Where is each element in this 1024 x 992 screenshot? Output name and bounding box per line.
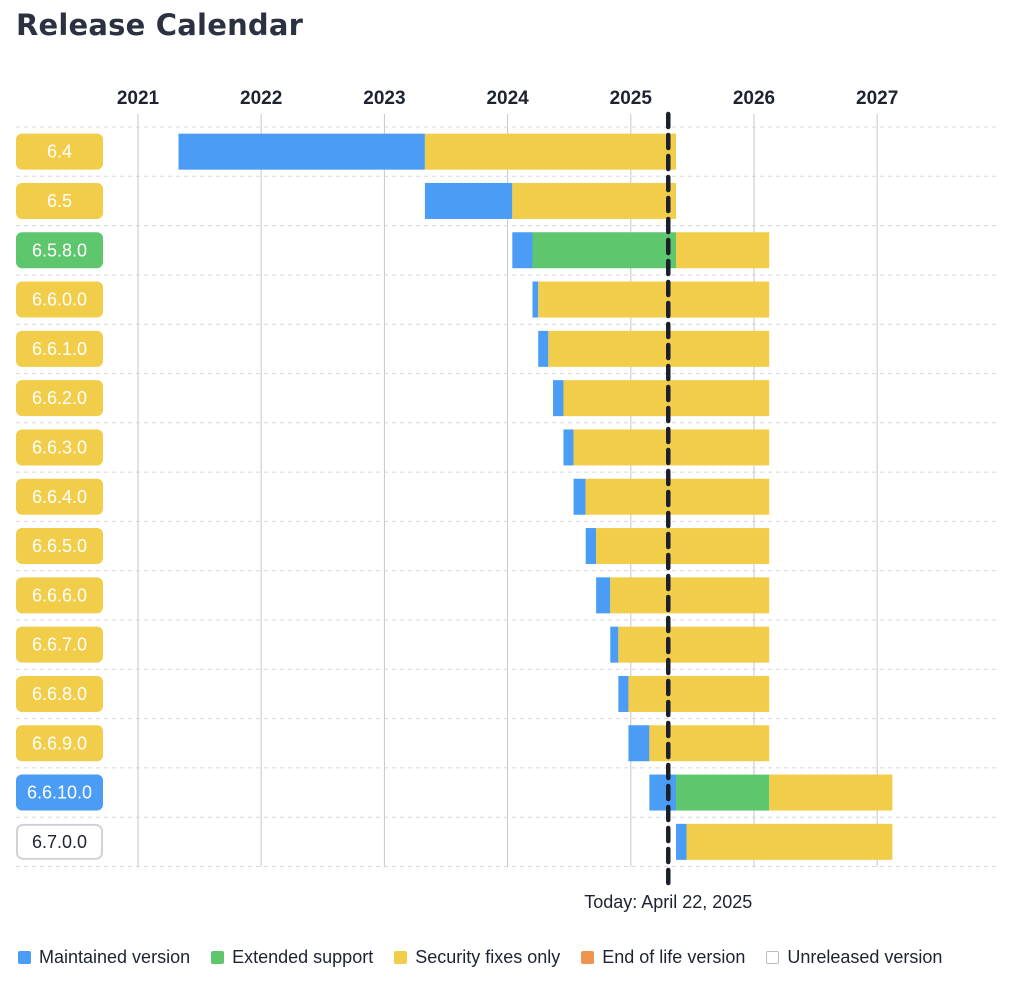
version-label: 6.6.0.0	[32, 290, 87, 310]
bar-segment-maintained	[618, 675, 629, 712]
bar-segment-security	[512, 182, 677, 219]
bar-segment-maintained	[596, 577, 611, 614]
bar-segment-maintained	[676, 823, 687, 860]
version-badge-6-6-0-0[interactable]	[16, 281, 103, 318]
version-label: 6.4	[47, 142, 72, 162]
bar-segment-maintained	[649, 774, 677, 811]
version-label: 6.6.5.0	[32, 536, 87, 556]
legend-swatch	[18, 951, 31, 964]
year-tick-label: 2026	[733, 88, 775, 109]
legend-label: Unreleased version	[787, 947, 943, 967]
legend-swatch	[581, 951, 595, 964]
legend-item-maintained: Maintained version	[18, 947, 190, 968]
version-badge-6-6-1-0[interactable]	[16, 330, 103, 367]
version-badge-6-6-6-0[interactable]	[16, 577, 103, 614]
bar-segment-security	[618, 626, 770, 663]
version-label: 6.6.7.0	[32, 635, 87, 655]
bar-segment-security	[596, 528, 770, 565]
legend-swatch	[394, 951, 408, 964]
bar-segment-security	[676, 232, 770, 269]
version-label: 6.6.6.0	[32, 585, 87, 605]
bar-segment-security	[686, 823, 893, 860]
version-badge-6-4[interactable]	[16, 133, 103, 170]
bar-segment-security	[573, 429, 770, 466]
legend-label: Extended support	[232, 947, 374, 967]
year-tick-label: 2022	[240, 88, 282, 109]
bar-segment-maintained	[585, 528, 597, 565]
bar-segment-maintained	[178, 133, 425, 170]
version-label: 6.6.4.0	[32, 487, 87, 507]
year-tick-label: 2021	[117, 88, 160, 109]
version-badge-6-6-7-0[interactable]	[16, 626, 103, 663]
legend-label: Maintained version	[39, 947, 191, 967]
year-tick-label: 2023	[363, 88, 405, 109]
bar-segment-security	[585, 478, 770, 515]
version-badge-6-6-3-0[interactable]	[16, 429, 103, 466]
version-label: 6.6.3.0	[32, 437, 87, 457]
bar-segment-extended	[532, 232, 677, 269]
version-label: 6.6.10.0	[27, 783, 92, 803]
version-label: 6.6.1.0	[32, 339, 87, 359]
year-tick-label: 2025	[610, 88, 653, 109]
legend-item-eol: End of life version	[581, 947, 745, 968]
version-label: 6.5.8.0	[32, 240, 87, 260]
version-badge-6-6-10-0[interactable]	[16, 774, 103, 811]
version-label: 6.6.2.0	[32, 388, 87, 408]
legend-item-security: Security fixes only	[394, 947, 560, 968]
legend-item-extended: Extended support	[211, 947, 373, 968]
version-label: 6.5	[47, 191, 72, 211]
legend-label: Security fixes only	[415, 947, 561, 967]
legend: Maintained version Extended support Securi…	[18, 947, 942, 968]
bar-segment-maintained	[610, 626, 619, 663]
version-badge-6-6-5-0[interactable]	[16, 528, 103, 565]
today-label: Today: April 22, 2025	[584, 892, 752, 912]
bar-segment-security	[610, 577, 770, 614]
bar-segment-security	[538, 281, 770, 318]
bar-segment-maintained	[563, 429, 574, 466]
bar-segment-maintained	[424, 182, 513, 219]
version-label: 6.6.8.0	[32, 684, 87, 704]
bar-segment-security	[548, 330, 770, 367]
release-gantt-chart: 2021 2022 2023 2024 2025 2026 2027 6.4 6.5 6.5.8.…	[16, 88, 996, 912]
bar-segment-security	[424, 133, 677, 170]
bar-segment-security	[769, 774, 893, 811]
bar-segment-maintained	[512, 232, 533, 269]
version-badge-6-6-4-0[interactable]	[16, 478, 103, 515]
bar-segment-maintained	[628, 725, 650, 762]
year-tick-label: 2024	[486, 88, 529, 109]
page-title: Release Calendar	[16, 8, 304, 42]
version-badge-6-5[interactable]	[16, 182, 103, 219]
bar-segment-maintained	[553, 380, 564, 417]
legend-item-unreleased: Unreleased version	[766, 947, 942, 968]
version-badge-6-5-8-0[interactable]	[16, 232, 103, 269]
bar-segment-maintained	[532, 281, 539, 318]
bar-segment-maintained	[538, 330, 549, 367]
version-badge-6-6-9-0[interactable]	[16, 725, 103, 762]
legend-swatch	[211, 951, 225, 964]
version-label: 6.7.0.0	[32, 832, 87, 852]
bar-segment-maintained	[573, 478, 586, 515]
bar-segment-extended	[676, 774, 770, 811]
bar-segment-security	[628, 675, 770, 712]
legend-label: End of life version	[602, 947, 746, 967]
version-badge-6-7-0-0[interactable]	[16, 823, 103, 860]
year-tick-label: 2027	[856, 88, 898, 109]
legend-swatch	[766, 951, 780, 964]
version-label: 6.6.9.0	[32, 733, 87, 753]
version-badge-6-6-8-0[interactable]	[16, 675, 103, 712]
version-badge-6-6-2-0[interactable]	[16, 380, 103, 417]
